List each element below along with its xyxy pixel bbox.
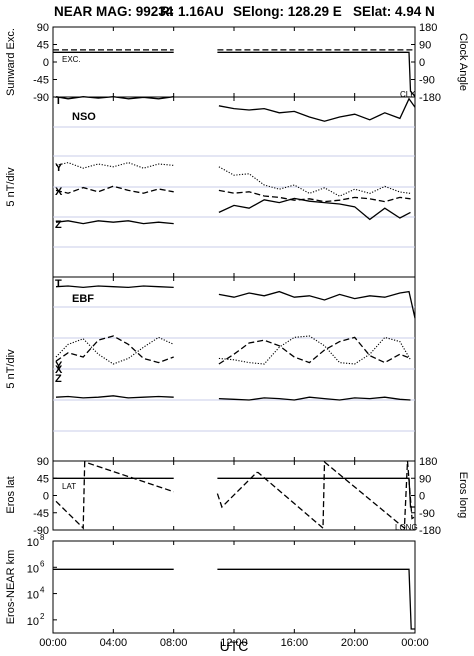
y-tick-exponent: 2 <box>40 612 45 621</box>
tick-layer: 00:00 04:00 08:00 12:00 16:00 20:00 00:00 90 180… <box>27 22 441 649</box>
panel-frame-eros-near-distance <box>52 540 416 634</box>
series-line-ebf-t <box>218 290 416 319</box>
y-tick-label-left: -45 <box>33 508 49 520</box>
y-tick-label-left: -90 <box>33 92 49 104</box>
series-line-long <box>55 461 174 530</box>
series-layer <box>53 49 416 630</box>
x-tick-label: 08:00 <box>160 637 188 649</box>
series-line-exc <box>217 51 416 97</box>
header-selat: SElat: 4.94 N <box>353 4 435 19</box>
panel-frame-sunward <box>52 26 416 98</box>
header-selong: SElong: 128.29 E <box>233 4 342 19</box>
header-mag: NEAR MAG: 99234 <box>54 4 174 19</box>
series-line-nso-t <box>218 97 416 122</box>
ylabel-clock: Clock Angle <box>457 33 469 91</box>
series-label-ebf-t: T <box>55 278 62 290</box>
series-label-nso-z: Z <box>55 219 62 231</box>
y-tick-exponent: 8 <box>40 533 45 542</box>
series-label-ebf-z: Z <box>55 373 62 385</box>
series-label-nso-x: X <box>55 186 63 198</box>
y-tick-exponent: 4 <box>40 586 45 595</box>
x-tick-label: 16:00 <box>281 637 309 649</box>
y-tick-label-right: 180 <box>419 456 437 468</box>
ylabel-ebf: 5 nT/div <box>5 349 17 389</box>
ylabel-eros-lat: Eros lat <box>5 476 17 513</box>
series-line-ebf-y <box>55 335 174 364</box>
x-tick-label: 00:00 <box>39 637 67 649</box>
x-tick-label: 12:00 <box>220 637 248 649</box>
series-line-ebf-x <box>55 336 174 365</box>
y-tick-label-right: -90 <box>419 75 435 87</box>
y-tick-label: 10 <box>27 563 39 575</box>
y-tick-label: 10 <box>27 616 39 628</box>
series-line-nso-z <box>218 197 411 221</box>
x-tick-label: 20:00 <box>341 637 369 649</box>
series-label-exc: EXC. <box>62 55 81 64</box>
series-line-nso-x <box>218 189 411 203</box>
y-tick-label-left: 45 <box>37 473 49 485</box>
xlabel-utc: UTC <box>220 638 249 654</box>
y-tick-label-right: 0 <box>419 57 425 69</box>
y-tick-label-left: 0 <box>43 57 49 69</box>
panel-title-nso: NSO <box>72 111 96 123</box>
panel-gridlines <box>53 126 415 432</box>
y-tick-label-left: 45 <box>37 40 49 52</box>
y-tick-label-right: -180 <box>419 92 441 104</box>
series-line-distance <box>217 568 415 630</box>
y-tick-label-right: 180 <box>419 22 437 34</box>
series-label-long: LONG <box>395 523 418 532</box>
y-tick-label-right: 90 <box>419 40 431 52</box>
series-label-ebf-x: X <box>55 364 63 376</box>
y-tick-label-right: -90 <box>419 508 435 520</box>
y-tick-label-right: 0 <box>419 491 425 503</box>
series-label-clk: CLK <box>400 90 416 99</box>
ylabel-eros-long: Eros long <box>457 472 469 518</box>
series-line-nso-t <box>55 96 174 100</box>
series-line-ebf-z <box>55 395 174 399</box>
y-tick-label-left: 90 <box>37 22 49 34</box>
series-label-ebf-y: Y <box>55 360 63 372</box>
series-label-nso-t: T <box>55 95 62 107</box>
x-tick-label: 04:00 <box>100 637 128 649</box>
y-tick-label-right: -180 <box>419 525 441 537</box>
y-tick-label-left: -90 <box>33 525 49 537</box>
series-label-lat: LAT <box>62 482 76 491</box>
series-line-ebf-x <box>218 335 411 365</box>
ylabel-sunward: Sunward Exc. <box>5 28 17 96</box>
y-tick-label-right: 90 <box>419 473 431 485</box>
series-line-nso-y <box>55 162 174 169</box>
series-line-long <box>216 460 416 530</box>
header-r: R: 1.16AU <box>160 4 224 19</box>
ylabel-nso: 5 nT/div <box>5 167 17 207</box>
series-label-nso-y: Y <box>55 162 63 174</box>
y-tick-label: 10 <box>27 590 39 602</box>
panel-title-ebf: EBF <box>72 293 94 305</box>
y-tick-label-left: 0 <box>43 491 49 503</box>
series-line-ebf-y <box>218 336 411 365</box>
x-tick-label: 00:00 <box>401 637 429 649</box>
series-line-nso-x <box>55 185 174 194</box>
y-tick-label: 10 <box>27 537 39 549</box>
series-line-nso-z <box>55 220 174 225</box>
y-tick-label-left: -45 <box>33 75 49 87</box>
series-line-nso-y <box>218 166 411 197</box>
series-line-ebf-t <box>55 285 174 289</box>
y-tick-exponent: 6 <box>40 559 45 568</box>
y-tick-label-left: 90 <box>37 456 49 468</box>
series-line-ebf-z <box>218 396 411 401</box>
ylabel-eros-near: Eros-NEAR km <box>5 550 17 625</box>
